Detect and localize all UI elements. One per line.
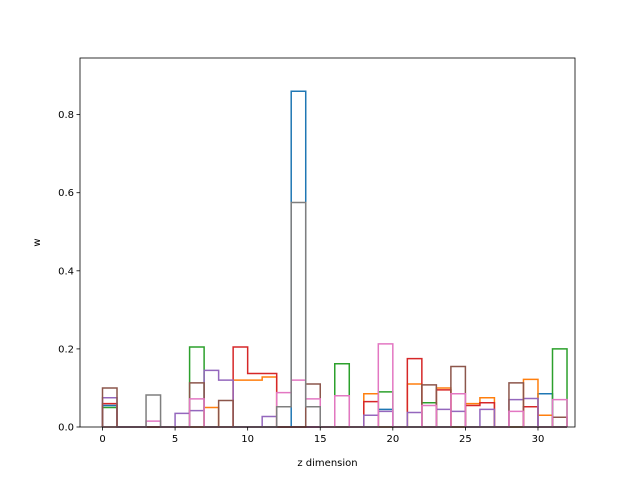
x-tick-label: 0 — [99, 434, 105, 445]
plot-area — [79, 57, 576, 428]
x-tick-label: 15 — [314, 434, 327, 445]
x-axis-label: z dimension — [297, 458, 357, 469]
y-tick-label: 0.4 — [58, 266, 74, 277]
axes-background — [80, 58, 575, 427]
x-axis: 0 5 10 15 20 25 30 — [99, 427, 544, 445]
y-tick-label: 0.2 — [58, 344, 74, 355]
x-tick-label: 20 — [386, 434, 399, 445]
y-tick-label: 0.8 — [58, 110, 74, 121]
y-axis-label: w — [32, 238, 43, 246]
axes-frame — [79, 57, 576, 428]
x-tick-label: 5 — [172, 434, 178, 445]
y-axis: 0.0 0.2 0.4 0.6 0.8 — [58, 110, 80, 434]
x-tick-label: 25 — [459, 434, 472, 445]
y-tick-label: 0.0 — [58, 423, 74, 434]
x-tick-label: 30 — [532, 434, 545, 445]
x-tick-label: 10 — [241, 434, 254, 445]
y-tick-label: 0.6 — [58, 188, 74, 199]
